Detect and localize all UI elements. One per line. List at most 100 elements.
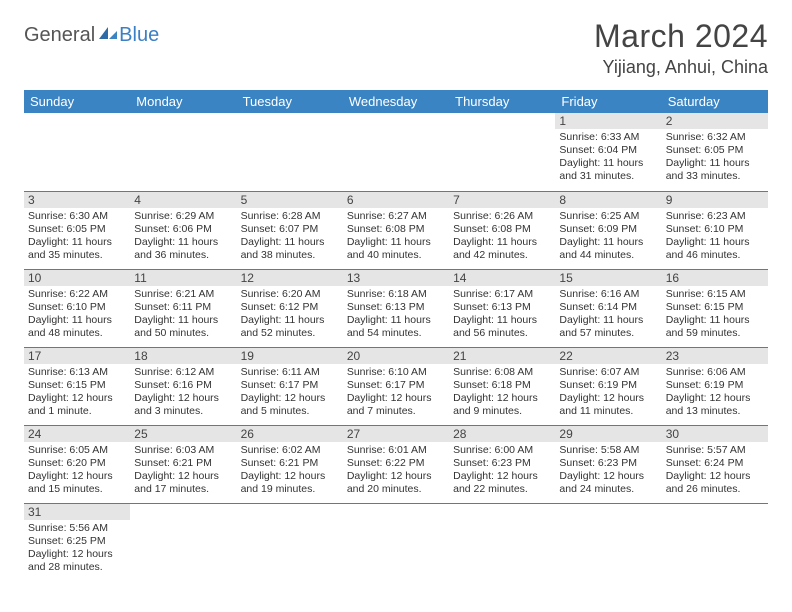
sunrise-line: Sunrise: 6:08 AM (453, 366, 551, 379)
calendar-row: 17Sunrise: 6:13 AMSunset: 6:15 PMDayligh… (24, 347, 768, 425)
day-details: Sunrise: 6:05 AMSunset: 6:20 PMDaylight:… (24, 442, 130, 501)
daylight-line-2: and 52 minutes. (241, 327, 339, 340)
calendar-row: 3Sunrise: 6:30 AMSunset: 6:05 PMDaylight… (24, 191, 768, 269)
calendar-cell (449, 503, 555, 581)
daylight-line-1: Daylight: 11 hours (559, 157, 657, 170)
calendar-cell: 13Sunrise: 6:18 AMSunset: 6:13 PMDayligh… (343, 269, 449, 347)
calendar-cell: 8Sunrise: 6:25 AMSunset: 6:09 PMDaylight… (555, 191, 661, 269)
day-details: Sunrise: 6:15 AMSunset: 6:15 PMDaylight:… (662, 286, 768, 345)
day-number: 12 (237, 270, 343, 286)
month-title: March 2024 (594, 18, 768, 55)
sunrise-line: Sunrise: 6:21 AM (134, 288, 232, 301)
daylight-line-1: Daylight: 11 hours (241, 314, 339, 327)
calendar-row: 31Sunrise: 5:56 AMSunset: 6:25 PMDayligh… (24, 503, 768, 581)
sunrise-line: Sunrise: 6:15 AM (666, 288, 764, 301)
sunset-line: Sunset: 6:24 PM (666, 457, 764, 470)
day-details: Sunrise: 6:07 AMSunset: 6:19 PMDaylight:… (555, 364, 661, 423)
day-details: Sunrise: 6:08 AMSunset: 6:18 PMDaylight:… (449, 364, 555, 423)
weekday-header: Saturday (662, 90, 768, 113)
brand-sail-icon (99, 25, 119, 46)
day-details: Sunrise: 5:58 AMSunset: 6:23 PMDaylight:… (555, 442, 661, 501)
day-number: 2 (662, 113, 768, 129)
calendar-table: Sunday Monday Tuesday Wednesday Thursday… (24, 90, 768, 581)
daylight-line-2: and 20 minutes. (347, 483, 445, 496)
day-number: 18 (130, 348, 236, 364)
day-details: Sunrise: 6:11 AMSunset: 6:17 PMDaylight:… (237, 364, 343, 423)
weekday-header: Sunday (24, 90, 130, 113)
sunrise-line: Sunrise: 6:00 AM (453, 444, 551, 457)
day-number: 14 (449, 270, 555, 286)
day-details: Sunrise: 6:25 AMSunset: 6:09 PMDaylight:… (555, 208, 661, 267)
sunrise-line: Sunrise: 6:22 AM (28, 288, 126, 301)
daylight-line-2: and 19 minutes. (241, 483, 339, 496)
calendar-row: 1Sunrise: 6:33 AMSunset: 6:04 PMDaylight… (24, 113, 768, 191)
sunset-line: Sunset: 6:20 PM (28, 457, 126, 470)
sunset-line: Sunset: 6:05 PM (28, 223, 126, 236)
calendar-cell: 3Sunrise: 6:30 AMSunset: 6:05 PMDaylight… (24, 191, 130, 269)
daylight-line-2: and 35 minutes. (28, 249, 126, 262)
daylight-line-2: and 33 minutes. (666, 170, 764, 183)
calendar-cell: 21Sunrise: 6:08 AMSunset: 6:18 PMDayligh… (449, 347, 555, 425)
day-number: 3 (24, 192, 130, 208)
day-number: 25 (130, 426, 236, 442)
calendar-cell: 22Sunrise: 6:07 AMSunset: 6:19 PMDayligh… (555, 347, 661, 425)
day-number: 17 (24, 348, 130, 364)
sunset-line: Sunset: 6:15 PM (666, 301, 764, 314)
daylight-line-2: and 54 minutes. (347, 327, 445, 340)
sunset-line: Sunset: 6:18 PM (453, 379, 551, 392)
day-details: Sunrise: 6:30 AMSunset: 6:05 PMDaylight:… (24, 208, 130, 267)
day-details: Sunrise: 6:26 AMSunset: 6:08 PMDaylight:… (449, 208, 555, 267)
weekday-header: Friday (555, 90, 661, 113)
day-number: 26 (237, 426, 343, 442)
day-details: Sunrise: 5:57 AMSunset: 6:24 PMDaylight:… (662, 442, 768, 501)
sunset-line: Sunset: 6:10 PM (666, 223, 764, 236)
sunrise-line: Sunrise: 6:30 AM (28, 210, 126, 223)
sunset-line: Sunset: 6:13 PM (453, 301, 551, 314)
sunrise-line: Sunrise: 6:23 AM (666, 210, 764, 223)
daylight-line-2: and 24 minutes. (559, 483, 657, 496)
location-label: Yijiang, Anhui, China (594, 57, 768, 78)
sunset-line: Sunset: 6:17 PM (347, 379, 445, 392)
day-number: 29 (555, 426, 661, 442)
daylight-line-2: and 56 minutes. (453, 327, 551, 340)
daylight-line-1: Daylight: 12 hours (28, 392, 126, 405)
calendar-cell (237, 113, 343, 191)
calendar-cell: 31Sunrise: 5:56 AMSunset: 6:25 PMDayligh… (24, 503, 130, 581)
daylight-line-1: Daylight: 12 hours (666, 392, 764, 405)
daylight-line-2: and 1 minute. (28, 405, 126, 418)
sunset-line: Sunset: 6:23 PM (559, 457, 657, 470)
daylight-line-2: and 11 minutes. (559, 405, 657, 418)
calendar-cell: 20 Sunrise: 6:10 AMSunset: 6:17 PMDayligh… (343, 347, 449, 425)
weekday-header: Wednesday (343, 90, 449, 113)
sunrise-line: Sunrise: 6:20 AM (241, 288, 339, 301)
day-number: 27 (343, 426, 449, 442)
sunset-line: Sunset: 6:21 PM (134, 457, 232, 470)
sunrise-line: Sunrise: 6:13 AM (28, 366, 126, 379)
day-details: Sunrise: 6:27 AMSunset: 6:08 PMDaylight:… (343, 208, 449, 267)
calendar-cell: 9Sunrise: 6:23 AMSunset: 6:10 PMDaylight… (662, 191, 768, 269)
day-number: 23 (662, 348, 768, 364)
calendar-cell: 4Sunrise: 6:29 AMSunset: 6:06 PMDaylight… (130, 191, 236, 269)
day-number: 22 (555, 348, 661, 364)
day-details: Sunrise: 6:28 AMSunset: 6:07 PMDaylight:… (237, 208, 343, 267)
sunset-line: Sunset: 6:11 PM (134, 301, 232, 314)
sunset-line: Sunset: 6:21 PM (241, 457, 339, 470)
brand-text-2: Blue (119, 24, 159, 47)
calendar-cell: 27Sunrise: 6:01 AMSunset: 6:22 PMDayligh… (343, 425, 449, 503)
calendar-cell (449, 113, 555, 191)
daylight-line-1: Daylight: 12 hours (347, 392, 445, 405)
calendar-cell (130, 503, 236, 581)
day-number: 21 (449, 348, 555, 364)
daylight-line-2: and 38 minutes. (241, 249, 339, 262)
weekday-header-row: Sunday Monday Tuesday Wednesday Thursday… (24, 90, 768, 113)
sunset-line: Sunset: 6:13 PM (347, 301, 445, 314)
daylight-line-1: Daylight: 12 hours (241, 392, 339, 405)
daylight-line-1: Daylight: 12 hours (28, 548, 126, 561)
day-number: 20 (343, 348, 449, 364)
day-number: 7 (449, 192, 555, 208)
calendar-cell: 14Sunrise: 6:17 AMSunset: 6:13 PMDayligh… (449, 269, 555, 347)
sunrise-line: Sunrise: 6:10 AM (347, 366, 445, 379)
daylight-line-2: and 5 minutes. (241, 405, 339, 418)
sunset-line: Sunset: 6:25 PM (28, 535, 126, 548)
sunrise-line: Sunrise: 5:56 AM (28, 522, 126, 535)
